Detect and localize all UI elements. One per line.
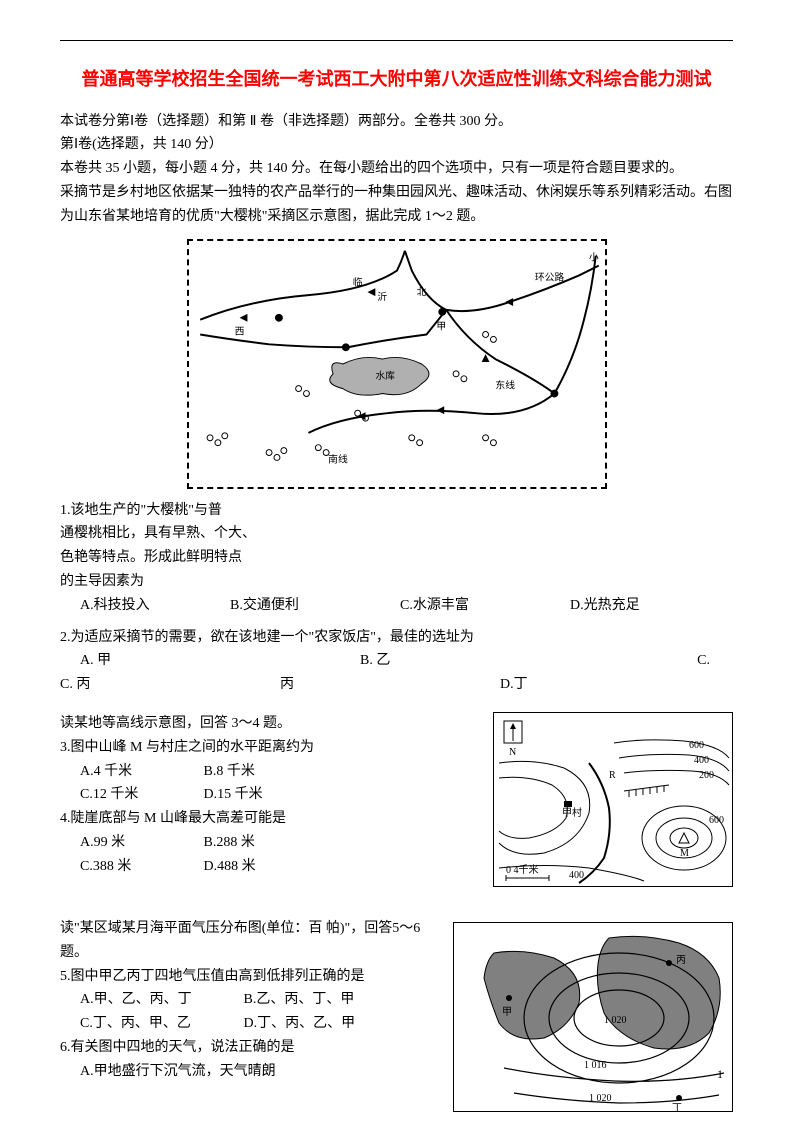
q2-opt-c-prefix: C. — [660, 649, 710, 673]
q2-opt-a: A. 甲 — [60, 649, 360, 673]
intro-line-3: 本卷共 35 小题，每小题 4 分，共 140 分。在每小题给出的四个选项中，只… — [60, 157, 733, 181]
intro-block: 本试卷分第Ⅰ卷（选择题）和第 Ⅱ 卷（非选择题）两部分。全卷共 300 分。 第… — [60, 110, 733, 229]
figure-pressure-map: 甲 丙 丁 1 020 1 016 1 020 — [453, 922, 733, 1112]
q4-opt-b: B.288 米 — [204, 831, 324, 855]
map-label-xi: 西 — [234, 326, 244, 337]
map-label-lin: 临 — [352, 275, 362, 288]
map-label-dong: 东线 — [495, 378, 515, 391]
fig2-c600a: 600 — [689, 740, 704, 751]
q2-opt-b: B. 乙 — [360, 649, 660, 673]
q1-stem-2: 通樱桃相比，具有早熟、个大、 — [60, 522, 733, 546]
figure-cherry-map: 北 水库 西 临 沂 东线 南线 环公路 甲 小 — [187, 239, 607, 489]
map-label-north: 北 — [416, 286, 426, 298]
header-rule — [60, 40, 733, 41]
q2-stem: 2.为适应采摘节的需要，欲在该地建一个"农家饭店"，最佳的选址为 — [60, 626, 733, 650]
q4-opt-c: C.388 米 — [80, 855, 200, 879]
section-q5-q6: 甲 丙 丁 1 020 1 016 1 020 读"某区域某月海平面气压分布图(… — [60, 917, 733, 1112]
q5-opt-a: A.甲、乙、丙、丁 — [80, 988, 240, 1012]
fig2-c600b: 600 — [709, 815, 724, 826]
figure-contour-map: N — [493, 712, 733, 887]
section-q3-q4: N — [60, 712, 733, 887]
question-1: 1.该地生产的"大樱桃"与普 通樱桃相比，具有早熟、个大、 色艳等特点。形成此鲜… — [60, 499, 733, 618]
fig2-c400a: 400 — [694, 755, 709, 766]
q4-opt-a: A.99 米 — [80, 831, 200, 855]
fig2-river: R — [609, 770, 616, 781]
q5-opt-b: B.乙、丙、丁、甲 — [244, 988, 404, 1012]
fig3-ding: 丁 — [672, 1103, 682, 1113]
q1-opt-b: B.交通便利 — [230, 594, 400, 618]
map-label-jia: 甲 — [436, 321, 446, 332]
fig3-jia: 甲 — [502, 1007, 512, 1018]
fig2-c200: 200 — [699, 770, 714, 781]
fig3-p1016: 1 016 — [584, 1060, 607, 1071]
q2-opt-c-text: 丙 — [280, 673, 500, 697]
q1-stem-3: 色艳等特点。形成此鲜明特点 — [60, 546, 733, 570]
map-label-nan: 南线 — [328, 452, 348, 465]
map-label-highway: 环公路 — [534, 270, 564, 283]
q5-opt-d: D.丁、丙、乙、甲 — [244, 1012, 404, 1036]
page-title: 普通高等学校招生全国统一考试西工大附中第八次适应性训练文科综合能力测试 — [60, 60, 733, 100]
fig2-scale: 0 4千米 — [506, 863, 539, 876]
q2-opt-c: C. 丙 — [60, 673, 280, 697]
q1-stem-4: 的主导因素为 — [60, 570, 733, 594]
q1-opt-a: A.科技投入 — [60, 594, 230, 618]
q1-opt-c: C.水源丰富 — [400, 594, 570, 618]
question-2: 2.为适应采摘节的需要，欲在该地建一个"农家饭店"，最佳的选址为 A. 甲 B.… — [60, 626, 733, 697]
intro-line-2: 第Ⅰ卷(选择题，共 140 分） — [60, 133, 733, 157]
map-label-reservoir: 水库 — [375, 368, 395, 381]
q3-opt-b: B.8 千米 — [204, 760, 324, 784]
q3-opt-a: A.4 千米 — [80, 760, 200, 784]
q5-opt-c: C.丁、丙、甲、乙 — [80, 1012, 240, 1036]
q3-opt-d: D.15 千米 — [204, 783, 324, 807]
map-label-yi: 沂 — [377, 290, 387, 303]
intro-line-1: 本试卷分第Ⅰ卷（选择题）和第 Ⅱ 卷（非选择题）两部分。全卷共 300 分。 — [60, 110, 733, 134]
q1-opt-d: D.光热充足 — [570, 594, 710, 618]
q4-opt-d: D.488 米 — [204, 855, 324, 879]
intro-line-4: 采摘节是乡村地区依据某一独特的农产品举行的一种集田园风光、趣味活动、休闲娱乐等系… — [60, 181, 733, 229]
q3-opt-c: C.12 千米 — [80, 783, 200, 807]
q1-stem-1: 1.该地生产的"大樱桃"与普 — [60, 499, 733, 523]
fig2-c400b: 400 — [569, 870, 584, 881]
q1-options: A.科技投入 B.交通便利 C.水源丰富 D.光热充足 — [60, 594, 733, 618]
fig2-village: 甲村 — [562, 806, 582, 819]
page-number: 1 — [717, 1067, 723, 1082]
fig3-p1020b: 1 020 — [589, 1093, 612, 1104]
map-label-xiao: 小 — [588, 251, 598, 263]
fig3-p1020a: 1 020 — [604, 1015, 627, 1026]
fig2-peak: M — [680, 848, 689, 859]
fig2-north: N — [509, 747, 516, 758]
fig3-bing: 丙 — [676, 955, 686, 966]
q2-opt-d: D.丁 — [500, 673, 528, 697]
